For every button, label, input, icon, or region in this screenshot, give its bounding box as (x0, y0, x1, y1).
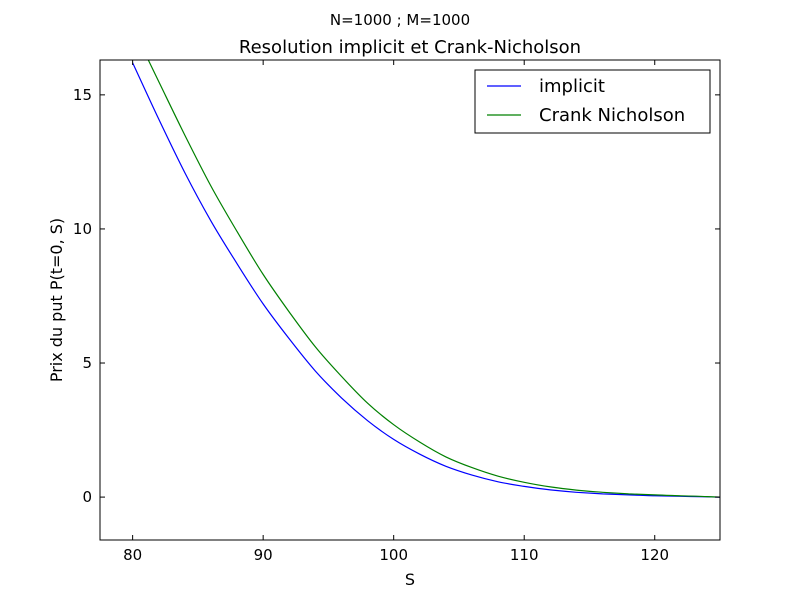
x-tick-label: 100 (379, 546, 408, 564)
chart-title: Resolution implicit et Crank-Nicholson (239, 37, 581, 58)
series-line-implicit (132, 62, 720, 498)
x-axis-label: S (405, 570, 415, 589)
legend-label-implicit: implicit (539, 76, 605, 97)
x-tick-label: 80 (123, 546, 142, 564)
legend-box (474, 69, 711, 134)
y-axis-label: Prix du put P(t=0, S) (47, 218, 66, 382)
x-tick-label: 110 (510, 546, 539, 564)
chart-suptitle: N=1000 ; M=1000 (330, 11, 470, 29)
axis-ticks: 80 90 100 110 120 0 5 10 15 (73, 60, 720, 564)
legend: implicit Crank Nicholson (474, 69, 711, 134)
y-tick-label: 5 (82, 354, 92, 372)
y-tick-label: 15 (73, 86, 92, 104)
series-line-crank-nicholson (147, 60, 720, 498)
legend-label-crank-nicholson: Crank Nicholson (539, 105, 685, 126)
series-layer (132, 60, 720, 498)
y-tick-label: 0 (82, 488, 92, 506)
plot-frame (99, 59, 721, 541)
x-tick-label: 120 (640, 546, 669, 564)
y-tick-label: 10 (73, 220, 92, 238)
x-tick-label: 90 (254, 546, 273, 564)
